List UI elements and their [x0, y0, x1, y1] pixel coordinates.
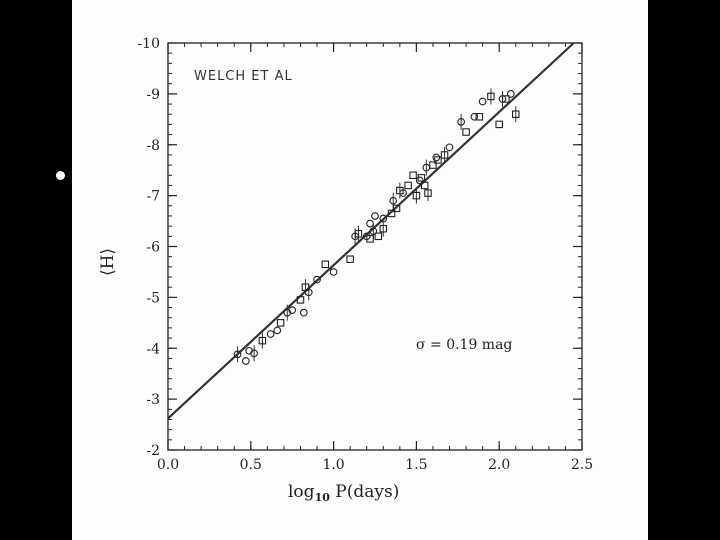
y-tick-label: -2 — [146, 443, 160, 459]
tick-labels: 0.0 0.5 1.0 1.5 2.0 2.5 -10 -9 -8 -7 -6 -5 -4 -3 -2 — [137, 36, 593, 473]
data-point-circle — [273, 326, 282, 335]
x-tick-label: 0.0 — [157, 457, 179, 473]
data-point-square — [429, 161, 437, 169]
data-point-square — [321, 260, 330, 269]
plot-border — [167, 42, 583, 451]
data-point-circle — [250, 349, 258, 358]
data-point-square — [417, 174, 426, 182]
y-axis-title: ⟨H⟩ — [98, 248, 118, 276]
y-tick-label: -10 — [137, 36, 160, 52]
data-point-square — [396, 186, 404, 195]
data-point-square — [276, 319, 285, 327]
data-point-square — [502, 95, 510, 103]
data-point-square — [487, 92, 495, 101]
data-point-circle — [415, 176, 424, 185]
data-point-circle — [457, 118, 465, 126]
slide-bullet — [56, 171, 65, 180]
data-point-square — [495, 120, 503, 129]
fit-line-group — [167, 42, 575, 420]
data-point-square — [366, 235, 374, 243]
data-point-square — [296, 296, 305, 304]
y-tick-label: -6 — [146, 240, 160, 256]
data-point-square — [462, 128, 470, 136]
plot-frame — [167, 42, 583, 451]
data-point-square — [387, 209, 396, 218]
data-point-circle — [470, 112, 479, 121]
y-tick-label: -3 — [146, 392, 160, 408]
data-point-square — [354, 230, 363, 238]
sigma-annotation: σ = 0.19 mag — [416, 337, 512, 353]
handwritten-annotation: WELCH ET AL — [194, 69, 293, 84]
y-tick-label: -9 — [146, 87, 160, 103]
data-point-circle — [299, 308, 308, 317]
data-point-circle — [371, 212, 379, 220]
slide-canvas: 0.0 0.5 1.0 1.5 2.0 2.5 -10 -9 -8 -7 -6 -5 -4 -3 -2 WE… — [72, 0, 648, 540]
data-point-circle — [233, 350, 242, 359]
x-axis-title: log10 P(days) — [288, 482, 399, 504]
data-point-square — [475, 113, 484, 121]
x-tick-label: 0.5 — [240, 457, 262, 473]
data-point-circle — [478, 97, 487, 106]
data-point-circle — [313, 275, 321, 284]
data-point-circle — [389, 196, 398, 205]
data-point-circle — [369, 227, 378, 236]
x-tick-label: 1.5 — [405, 457, 427, 473]
data-point-square — [440, 151, 449, 159]
data-points — [233, 88, 520, 365]
data-point-square — [258, 336, 267, 345]
data-point-square — [379, 224, 388, 233]
chart-svg: 0.0 0.5 1.0 1.5 2.0 2.5 -10 -9 -8 -7 -6 -5 -4 -3 -2 WE… — [98, 36, 593, 504]
y-tick-label: -8 — [146, 138, 160, 154]
data-point-circle — [288, 306, 297, 314]
data-point-square — [434, 156, 442, 164]
data-point-circle — [445, 143, 454, 152]
x-tick-label: 1.0 — [322, 457, 344, 473]
data-point-square — [424, 189, 432, 197]
fit-line — [167, 42, 575, 420]
data-point-square — [374, 232, 383, 241]
data-point-circle — [506, 90, 515, 98]
y-tick-label: -7 — [146, 189, 160, 205]
data-point-square — [409, 171, 417, 180]
data-point-circle — [266, 330, 275, 338]
data-point-square — [404, 181, 412, 190]
x-tick-label: 2.5 — [571, 457, 593, 473]
x-tick-label: 2.0 — [488, 457, 510, 473]
data-point-circle — [366, 219, 374, 228]
data-point-square — [346, 255, 354, 263]
data-point-circle — [329, 268, 338, 276]
data-point-square — [512, 110, 520, 118]
data-point-square — [301, 283, 310, 291]
data-point-square — [392, 204, 401, 213]
data-point-square — [412, 191, 421, 200]
y-tick-label: -4 — [146, 341, 160, 357]
y-tick-label: -5 — [146, 290, 160, 306]
data-point-circle — [432, 153, 441, 162]
data-point-circle — [241, 357, 250, 365]
